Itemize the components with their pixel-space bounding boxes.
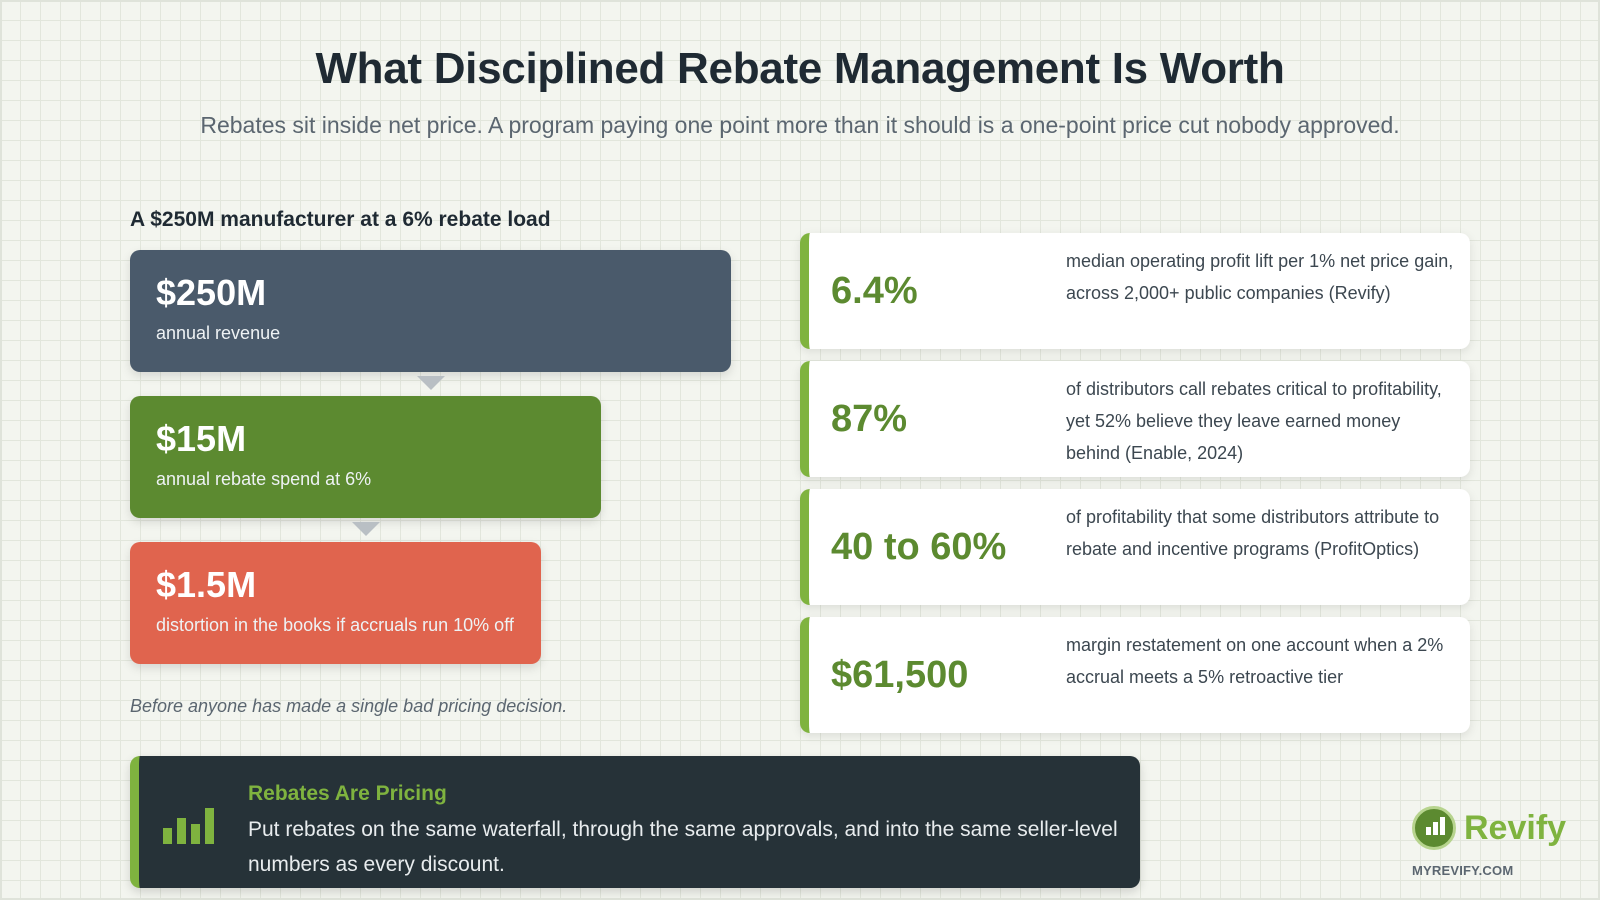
- stat-value: 87%: [831, 397, 908, 440]
- takeaway-banner: Rebates Are Pricing Put rebates on the s…: [130, 756, 1140, 888]
- stat-value: $61,500: [831, 653, 969, 696]
- banner-heading: Rebates Are Pricing: [248, 782, 447, 805]
- stat-description: of profitability that some distributors …: [1066, 507, 1440, 559]
- stat-card: 40 to 60% of profitability that some dis…: [800, 489, 1470, 605]
- step-value: $250M: [156, 272, 267, 313]
- banner-text: Put rebates on the same waterfall, throu…: [248, 818, 1118, 876]
- waterfall-step-revenue: $250M annual revenue: [130, 250, 731, 372]
- brand-logo: Revify: [1412, 806, 1566, 850]
- stat-description: margin restatement on one account when a…: [1066, 635, 1444, 687]
- brand-name: Revify: [1464, 808, 1567, 847]
- stat-card: $61,500 margin restatement on one accoun…: [800, 617, 1470, 733]
- page-title: What Disciplined Rebate Management Is Wo…: [315, 44, 1285, 93]
- stat-description: median operating profit lift per 1% net …: [1066, 251, 1454, 303]
- brand-url: MYREVIFY.COM: [1412, 863, 1514, 878]
- waterfall-step-rebate-spend: $15M annual rebate spend at 6%: [130, 396, 601, 518]
- down-arrow-icon: [417, 376, 445, 390]
- bar-chart-icon: [163, 804, 219, 844]
- stat-card: 6.4% median operating profit lift per 1%…: [800, 233, 1470, 349]
- waterfall-heading: A $250M manufacturer at a 6% rebate load: [130, 208, 551, 231]
- waterfall-caption: Before anyone has made a single bad pric…: [130, 696, 568, 716]
- stat-value: 40 to 60%: [831, 525, 1007, 568]
- stat-value: 6.4%: [831, 269, 918, 312]
- down-arrow-icon: [352, 522, 380, 536]
- stat-card: 87% of distributors call rebates critica…: [800, 361, 1470, 477]
- waterfall-step-distortion: $1.5M distortion in the books if accrual…: [130, 542, 541, 664]
- page-subtitle: Rebates sit inside net price. A program …: [200, 112, 1400, 138]
- step-label: annual revenue: [156, 323, 281, 343]
- step-label: annual rebate spend at 6%: [156, 469, 372, 489]
- step-value: $15M: [156, 418, 247, 459]
- step-value: $1.5M: [156, 564, 257, 605]
- step-label: distortion in the books if accruals run …: [156, 615, 514, 635]
- stat-description: of distributors call rebates critical to…: [1066, 379, 1442, 463]
- revify-logo-icon: [1412, 806, 1456, 850]
